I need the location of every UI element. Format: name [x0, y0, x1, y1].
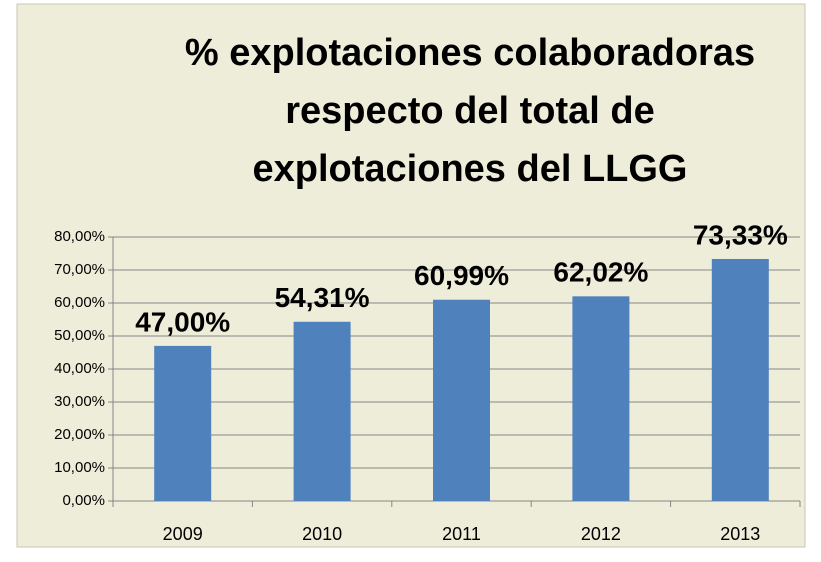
x-tick-label: 2010 [302, 524, 342, 544]
data-label: 62,02% [553, 257, 648, 288]
bar [433, 299, 490, 501]
data-label: 60,99% [414, 260, 509, 291]
chart-title: % explotaciones colaboradoras respecto d… [184, 32, 756, 190]
bar [711, 259, 769, 501]
x-tick-label: 2011 [442, 524, 481, 544]
y-tick-label: 20,00% [54, 426, 105, 443]
y-tick-label: 60,00% [54, 294, 105, 311]
bar [293, 321, 351, 501]
data-label: 54,31% [275, 282, 370, 313]
data-label: 73,33% [693, 219, 788, 250]
y-tick-label: 0,00% [62, 492, 105, 509]
bar [572, 296, 630, 501]
chart-background [16, 3, 806, 548]
bar [154, 345, 212, 501]
y-tick-label: 80,00% [54, 228, 105, 245]
y-tick-label: 70,00% [54, 261, 105, 278]
x-tick-label: 2013 [720, 524, 760, 544]
x-tick-label: 2009 [163, 524, 203, 544]
y-tick-label: 50,00% [54, 327, 105, 344]
y-tick-label: 10,00% [54, 459, 105, 476]
y-tick-label: 30,00% [54, 393, 105, 410]
data-label: 47,00% [135, 306, 230, 337]
y-tick-label: 40,00% [54, 360, 105, 377]
x-tick-label: 2012 [581, 524, 621, 544]
